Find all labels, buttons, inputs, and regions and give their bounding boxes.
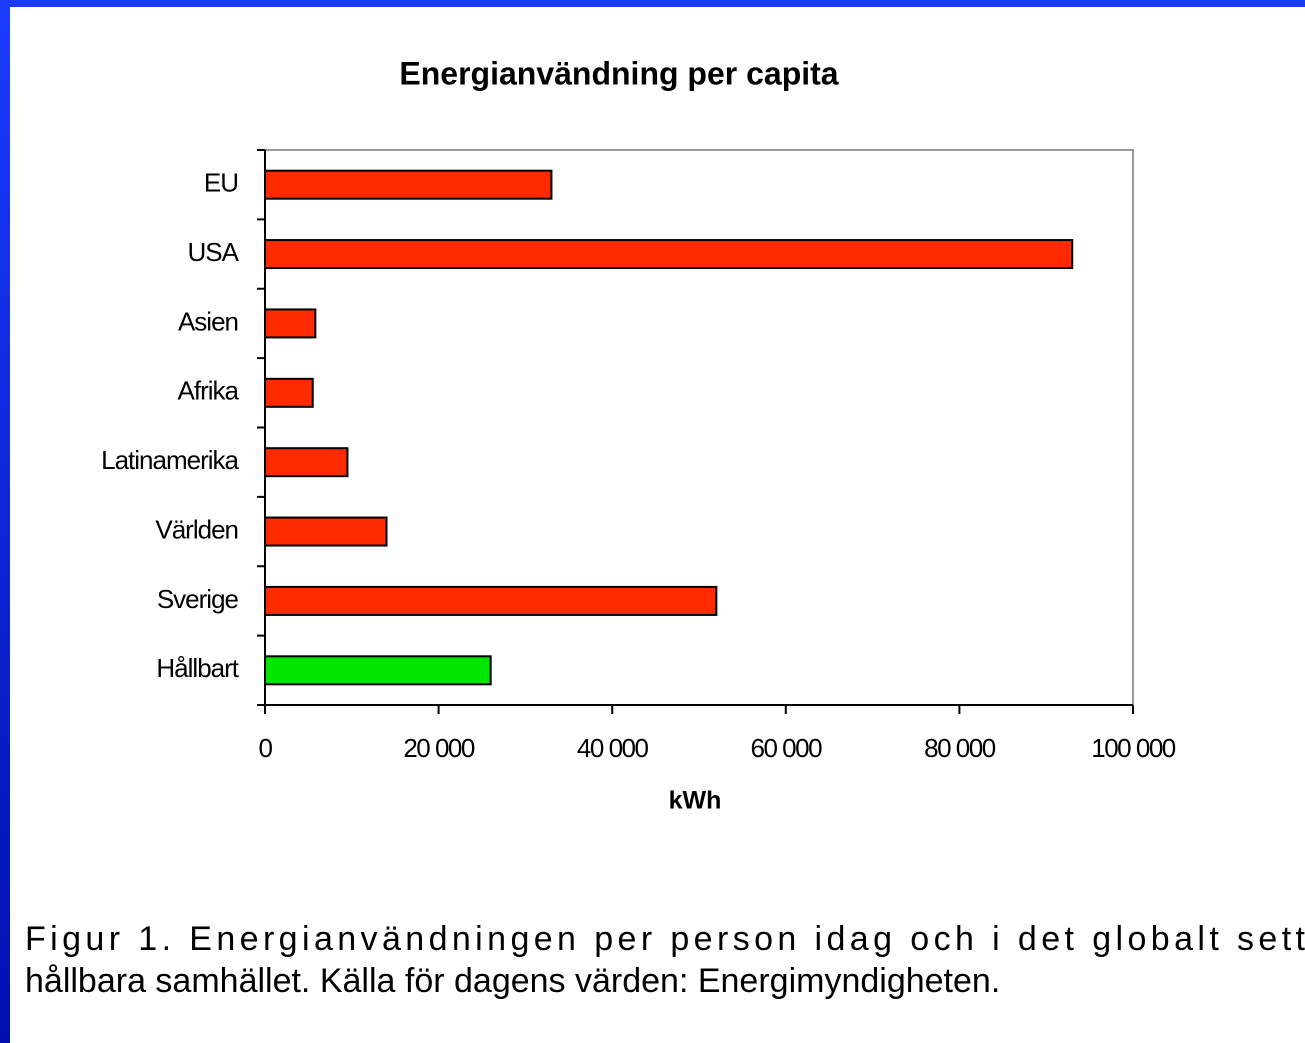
bar: [264, 308, 317, 339]
x-axis-label: kWh: [669, 787, 722, 815]
x-tick-label: 0: [259, 733, 273, 763]
bar: [264, 377, 314, 408]
bar: [264, 239, 1074, 270]
x-tick-label: 40 000: [577, 733, 649, 763]
y-tick-label: Sverige: [157, 584, 239, 614]
bar: [264, 655, 492, 686]
x-tick-label: 60 000: [751, 733, 823, 763]
y-tick-label: Afrika: [178, 376, 240, 406]
chart-title: Energianvändning per capita: [399, 55, 838, 91]
bar: [264, 447, 349, 478]
y-tick-label: Asien: [178, 306, 238, 336]
y-tick-label: EU: [204, 168, 238, 198]
caption-line: hållbara samhället. Källa för dagens vär…: [25, 962, 1000, 1000]
bar: [264, 516, 388, 547]
bar: [264, 585, 718, 616]
page-background: [10, 7, 1305, 1043]
y-tick-label: Hållbart: [156, 653, 239, 683]
y-tick-label: Latinamerika: [101, 445, 239, 475]
x-tick-label: 80 000: [924, 733, 996, 763]
x-tick-label: 20 000: [403, 733, 475, 763]
y-tick-label: USA: [188, 237, 240, 267]
x-tick-label: 100 000: [1091, 733, 1176, 763]
bar: [264, 169, 553, 200]
y-tick-label: Världen: [155, 514, 238, 544]
